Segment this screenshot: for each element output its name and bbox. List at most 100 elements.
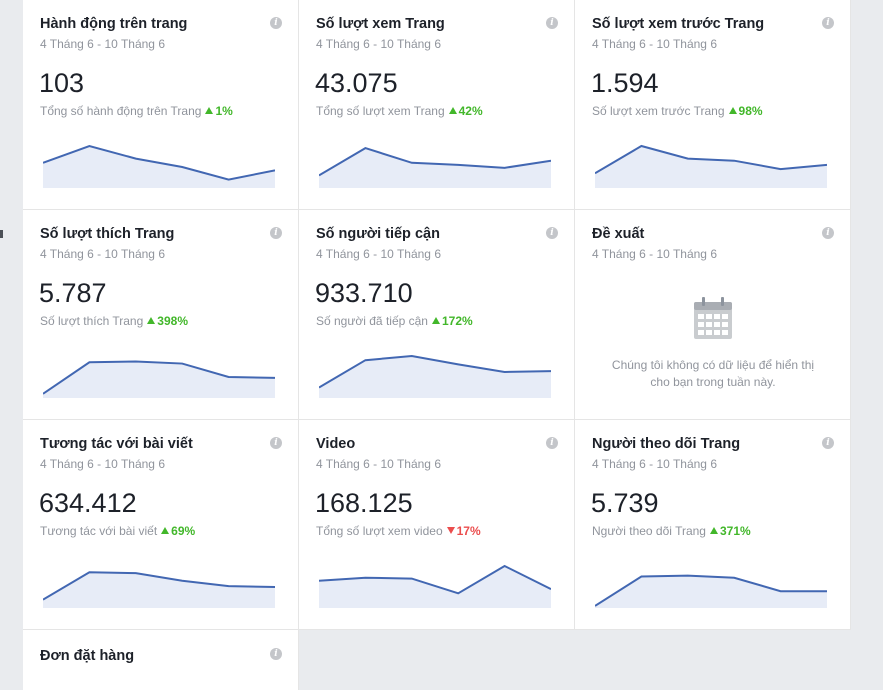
card-subtitle-text: Người theo dõi Trang (592, 524, 706, 538)
card-subtitle-text: Số lượt thích Trang (40, 314, 144, 328)
sparkline-line (319, 354, 551, 389)
sparkline-line (319, 564, 551, 595)
card-value: 5.739 (591, 488, 659, 518)
sparkline-area (319, 356, 551, 398)
info-icon[interactable]: i (270, 17, 282, 29)
card-subtitle: Số lượt thích Trang 398% (40, 314, 188, 328)
info-icon[interactable]: i (270, 437, 282, 449)
card-title: Người theo dõi Trang (592, 436, 741, 452)
card-subtitle-text: Tổng số hành động trên Trang (40, 104, 202, 118)
card-value: 168.125 (315, 488, 413, 518)
card-date-range: 4 Tháng 6 - 10 Tháng 6 (316, 247, 441, 261)
info-icon[interactable]: i (822, 227, 834, 239)
trend-change: 69% (161, 524, 195, 538)
card-date-range: 4 Tháng 6 - 10 Tháng 6 (40, 37, 165, 51)
sparkline-chart (43, 571, 275, 608)
trend-value: 98% (738, 104, 763, 118)
trend-change: 398% (147, 314, 188, 328)
calendar-icon (694, 297, 732, 339)
card-value: 933.710 (315, 278, 413, 308)
card-page-views[interactable]: Số lượt xem Trang 4 Tháng 6 - 10 Tháng 6… (299, 0, 575, 210)
card-subtitle-text: Số người đã tiếp cận (316, 314, 428, 328)
info-icon[interactable]: i (270, 648, 282, 660)
sparkline-line (595, 574, 827, 607)
card-page-likes[interactable]: Số lượt thích Trang 4 Tháng 6 - 10 Tháng… (23, 210, 299, 420)
sparkline-area (319, 148, 551, 188)
card-subtitle-text: Tương tác với bài viết (40, 524, 158, 538)
trend-value: 42% (458, 104, 483, 118)
trend-value: 17% (456, 524, 481, 538)
card-date-range: 4 Tháng 6 - 10 Tháng 6 (592, 457, 717, 471)
sparkline-area (595, 146, 827, 188)
trend-up-icon (205, 107, 214, 114)
sparkline-line (595, 144, 827, 175)
card-subtitle: Tổng số lượt xem Trang 42% (316, 104, 483, 118)
trend-up-icon (448, 107, 457, 114)
trend-change: 17% (446, 524, 481, 538)
empty-state-message: Chúng tôi không có dữ liệu để hiển thị c… (611, 358, 815, 389)
trend-value: 69% (171, 524, 196, 538)
card-page-previews[interactable]: Số lượt xem trước Trang 4 Tháng 6 - 10 T… (575, 0, 851, 210)
trend-up-icon (728, 107, 737, 114)
sparkline-chart (319, 564, 551, 608)
card-subtitle: Tương tác với bài viết 69% (40, 524, 195, 538)
sparkline-line (43, 144, 275, 181)
info-icon[interactable]: i (822, 437, 834, 449)
card-date-range: 4 Tháng 6 - 10 Tháng 6 (316, 37, 441, 51)
card-reach[interactable]: Số người tiếp cận 4 Tháng 6 - 10 Tháng 6… (299, 210, 575, 420)
card-date-range: 4 Tháng 6 - 10 Tháng 6 (40, 457, 165, 471)
left-sidebar-edge (0, 0, 23, 665)
card-subtitle: Số người đã tiếp cận 172% (316, 314, 473, 328)
card-subtitle: Số lượt xem trước Trang 98% (592, 104, 763, 118)
card-title: Số lượt xem Trang (316, 16, 445, 32)
info-icon[interactable]: i (546, 227, 558, 239)
sparkline-line (43, 360, 275, 395)
trend-value: 398% (157, 314, 188, 328)
card-title: Số người tiếp cận (316, 226, 440, 242)
sparkline-chart (319, 147, 551, 188)
card-page-actions[interactable]: Hành động trên trang 4 Tháng 6 - 10 Thán… (23, 0, 299, 210)
trend-change: 42% (448, 104, 483, 118)
sparkline-chart (595, 574, 827, 608)
trend-up-icon (431, 317, 440, 324)
card-title: Đơn đặt hàng (40, 648, 135, 664)
sparkline-chart (319, 354, 551, 398)
card-title: Đề xuất (592, 226, 645, 242)
card-value: 103 (39, 68, 85, 98)
sparkline-area (595, 575, 827, 608)
card-title: Video (316, 436, 356, 452)
card-date-range: 4 Tháng 6 - 10 Tháng 6 (592, 247, 717, 261)
card-subtitle-text: Số lượt xem trước Trang (592, 104, 725, 118)
card-title: Hành động trên trang (40, 16, 188, 32)
card-value: 5.787 (39, 278, 107, 308)
trend-value: 371% (719, 524, 751, 538)
sparkline-chart (595, 144, 827, 188)
trend-down-icon (446, 527, 455, 534)
card-value: 43.075 (315, 68, 398, 98)
card-date-range: 4 Tháng 6 - 10 Tháng 6 (40, 247, 165, 261)
trend-change: 371% (709, 524, 751, 538)
card-date-range: 4 Tháng 6 - 10 Tháng 6 (316, 457, 441, 471)
card-page-followers[interactable]: Người theo dõi Trang 4 Tháng 6 - 10 Thán… (575, 420, 851, 630)
card-subtitle: Tổng số hành động trên Trang 1% (40, 104, 233, 118)
trend-change: 1% (205, 104, 233, 118)
card-value: 1.594 (591, 68, 659, 98)
card-subtitle-text: Tổng số lượt xem Trang (316, 104, 445, 118)
card-subtitle: Tổng số lượt xem video 17% (316, 524, 481, 538)
sparkline-area (43, 361, 275, 398)
sparkline-line (43, 571, 275, 601)
info-icon[interactable]: i (546, 17, 558, 29)
trend-value: 172% (441, 314, 473, 328)
info-icon[interactable]: i (546, 437, 558, 449)
info-icon[interactable]: i (270, 227, 282, 239)
sparkline-chart (43, 144, 275, 188)
card-orders[interactable]: Đơn đặt hàng i (23, 630, 299, 690)
sparkline-area (43, 146, 275, 188)
card-video[interactable]: Video 4 Tháng 6 - 10 Tháng 6 i 168.125 T… (299, 420, 575, 630)
card-title: Tương tác với bài viết (40, 436, 193, 452)
info-icon[interactable]: i (822, 17, 834, 29)
trend-up-icon (161, 527, 170, 534)
card-recommendations[interactable]: Đề xuất 4 Tháng 6 - 10 Tháng 6 i Chúng t… (575, 210, 851, 420)
card-post-engagement[interactable]: Tương tác với bài viết 4 Tháng 6 - 10 Th… (23, 420, 299, 630)
card-subtitle: Người theo dõi Trang 371% (592, 524, 751, 538)
